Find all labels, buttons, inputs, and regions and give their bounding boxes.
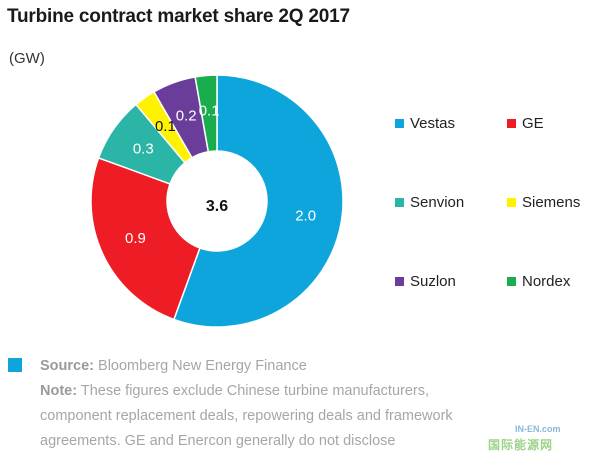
slice-label-nordex: 0.1 <box>199 102 220 119</box>
donut-slice-labels: 2.00.90.30.10.2 0.1 <box>125 102 316 247</box>
legend-item-nordex: Nordex <box>507 273 570 290</box>
source-line: Source: Bloomberg New Energy Finance <box>40 354 590 379</box>
chart-footer: Source: Bloomberg New Energy Finance Not… <box>40 354 590 454</box>
unit-label: (GW) <box>9 50 45 67</box>
donut-slice-ge <box>90 156 201 321</box>
source-label: Source: <box>40 358 94 374</box>
legend-swatch-senvion <box>395 198 404 207</box>
donut-slice-vestas <box>172 74 344 328</box>
chart-legend: Vestas GE Senvion Siemens Suzlon Nordex <box>395 115 595 295</box>
legend-item-siemens: Siemens <box>507 194 580 211</box>
legend-item-suzlon: Suzlon <box>395 273 456 290</box>
legend-swatch-siemens <box>507 198 516 207</box>
slice-label-vestas: 2.0 <box>295 208 316 225</box>
donut-slices <box>90 74 344 328</box>
legend-swatch-nordex <box>507 277 516 286</box>
donut-center-total: 3.6 <box>206 198 228 215</box>
note-line-2: component replacement deals, repowering … <box>40 408 453 424</box>
legend-label-suzlon: Suzlon <box>410 273 456 290</box>
legend-item-ge: GE <box>507 115 544 132</box>
watermark-text: 国际能源网 <box>488 438 554 452</box>
chart-title: Turbine contract market share 2Q 2017 <box>7 6 350 27</box>
legend-label-senvion: Senvion <box>410 194 465 211</box>
slice-label-siemens: 0.1 <box>155 118 176 135</box>
legend-label-ge: GE <box>522 115 544 132</box>
legend-label-vestas: Vestas <box>410 115 456 132</box>
legend-label-nordex: Nordex <box>522 273 571 290</box>
legend-swatch-vestas <box>395 119 404 128</box>
legend-swatch-ge <box>507 119 516 128</box>
note-label: Note: <box>40 383 78 399</box>
slice-label-suzlon: 0.2 <box>176 107 197 124</box>
slice-label-ge: 0.9 <box>125 230 146 247</box>
watermark-domain: IN-EN.com <box>515 424 561 434</box>
slice-label-senvion: 0.3 <box>133 140 154 157</box>
legend-swatch-suzlon <box>395 277 404 286</box>
donut-slice-nordex <box>194 74 218 153</box>
footer-swatch <box>8 358 22 372</box>
legend-item-senvion: Senvion <box>395 194 464 211</box>
source-text: Bloomberg New Energy Finance <box>98 358 307 374</box>
note-text-1: These figures exclude Chinese turbine ma… <box>80 383 430 399</box>
legend-label-siemens: Siemens <box>522 194 581 211</box>
legend-item-vestas: Vestas <box>395 115 455 132</box>
note-line-1: Note: These figures exclude Chinese turb… <box>40 379 590 404</box>
note-line-3: agreements. GE and Enercon generally do … <box>40 433 396 449</box>
